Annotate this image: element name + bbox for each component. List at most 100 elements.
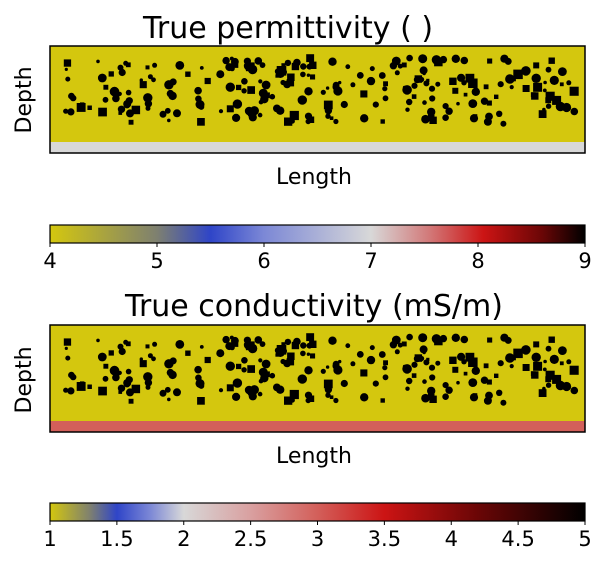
inclusion-marker (128, 398, 134, 404)
inclusion-marker (306, 333, 315, 342)
inclusion-marker (380, 398, 385, 403)
inclusion-marker (145, 65, 150, 70)
inclusion-marker (325, 392, 331, 398)
inclusion-marker (545, 66, 552, 73)
inclusion-marker (286, 79, 295, 87)
inclusion-marker (293, 58, 301, 67)
inclusion-marker (369, 66, 375, 72)
inclusion-marker (570, 107, 579, 116)
inclusion-marker (249, 385, 259, 395)
inclusion-marker (545, 376, 552, 383)
inclusion-marker (323, 100, 333, 110)
inclusion-marker (281, 63, 286, 68)
inclusion-marker (472, 114, 478, 119)
inclusion-marker (147, 353, 153, 359)
inclusion-marker (531, 371, 539, 379)
inclusion-marker (300, 71, 306, 78)
inclusion-marker (435, 360, 441, 366)
inclusion-marker (185, 350, 191, 356)
inclusion-marker (276, 66, 287, 76)
inclusion-marker (442, 382, 449, 389)
permittivity-colorbar: 4 5 6 7 8 9 (43, 224, 592, 273)
inclusion-marker (401, 62, 407, 68)
inclusion-marker (570, 386, 579, 395)
inclusion-marker (323, 379, 333, 389)
inclusion-marker (372, 101, 379, 108)
inclusion-marker (394, 70, 400, 76)
inclusion-marker (257, 391, 263, 397)
inclusion-marker (378, 72, 386, 79)
inclusion-marker (98, 107, 107, 117)
inclusion-marker (428, 85, 436, 92)
inclusion-marker (261, 80, 271, 90)
inclusion-marker (248, 392, 257, 401)
inclusion-marker (548, 57, 555, 64)
inclusion-marker (280, 358, 286, 365)
inclusion-marker (509, 364, 514, 369)
inclusion-marker (445, 386, 453, 394)
inclusion-marker (112, 373, 120, 382)
inclusion-marker (125, 62, 131, 68)
inclusion-marker (460, 335, 469, 344)
inclusion-marker (542, 367, 547, 372)
inclusion-marker (232, 99, 243, 109)
inclusion-marker (147, 74, 153, 80)
inclusion-marker (445, 107, 453, 115)
inclusion-marker (333, 397, 339, 404)
inclusion-marker (102, 375, 109, 382)
inclusion-marker (164, 386, 171, 393)
inclusion-marker (127, 100, 132, 105)
inclusion-marker (538, 389, 547, 397)
inclusion-marker (522, 364, 530, 371)
inclusion-marker (419, 66, 428, 75)
inclusion-marker (325, 86, 330, 90)
inclusion-marker (185, 71, 191, 77)
inclusion-marker (284, 117, 293, 126)
conductivity-colorbar: 1 1.5 2 2.5 3 3.5 4 4.5 5 (43, 502, 592, 551)
inclusion-marker (427, 386, 436, 396)
inclusion-marker (167, 118, 171, 123)
inclusion-marker (236, 84, 242, 91)
inclusion-marker (486, 379, 492, 385)
inclusion-marker (216, 349, 225, 358)
inclusion-marker (402, 364, 412, 374)
permittivity-colorbar-ticks: 4 5 6 7 8 9 (43, 243, 592, 273)
inclusion-marker (218, 109, 224, 114)
inclusion-marker (152, 341, 158, 347)
inclusion-marker (533, 62, 540, 69)
inclusion-marker (391, 56, 401, 66)
permittivity-plot-background (50, 46, 585, 142)
inclusion-marker (397, 63, 403, 69)
inclusion-marker (555, 101, 566, 112)
inclusion-marker (487, 58, 493, 64)
inclusion-marker (329, 395, 334, 399)
inclusion-marker (569, 365, 579, 375)
inclusion-marker (259, 62, 266, 68)
inclusion-marker (411, 94, 417, 99)
inclusion-marker (117, 384, 126, 392)
inclusion-marker (558, 346, 567, 355)
inclusion-marker (500, 120, 507, 127)
inclusion-marker (127, 379, 132, 384)
inclusion-marker (287, 73, 295, 81)
inclusion-marker (273, 383, 281, 392)
inclusion-marker (97, 352, 107, 362)
inclusion-marker (402, 85, 412, 95)
inclusion-marker (259, 341, 266, 347)
inclusion-marker (109, 365, 120, 376)
inclusion-marker (306, 63, 313, 70)
inclusion-marker (307, 116, 315, 123)
inclusion-marker (465, 73, 475, 83)
inclusion-marker (103, 363, 109, 369)
inclusion-marker (543, 359, 547, 364)
inclusion-marker (366, 76, 376, 86)
inclusion-marker (413, 76, 421, 84)
conductivity-plot-background (50, 325, 585, 421)
inclusion-marker (422, 379, 427, 384)
inclusion-marker (442, 393, 449, 401)
inclusion-marker (304, 87, 313, 96)
inclusion-marker (264, 92, 270, 99)
inclusion-marker (175, 340, 185, 349)
inclusion-marker (67, 387, 75, 395)
inclusion-marker (258, 99, 264, 105)
